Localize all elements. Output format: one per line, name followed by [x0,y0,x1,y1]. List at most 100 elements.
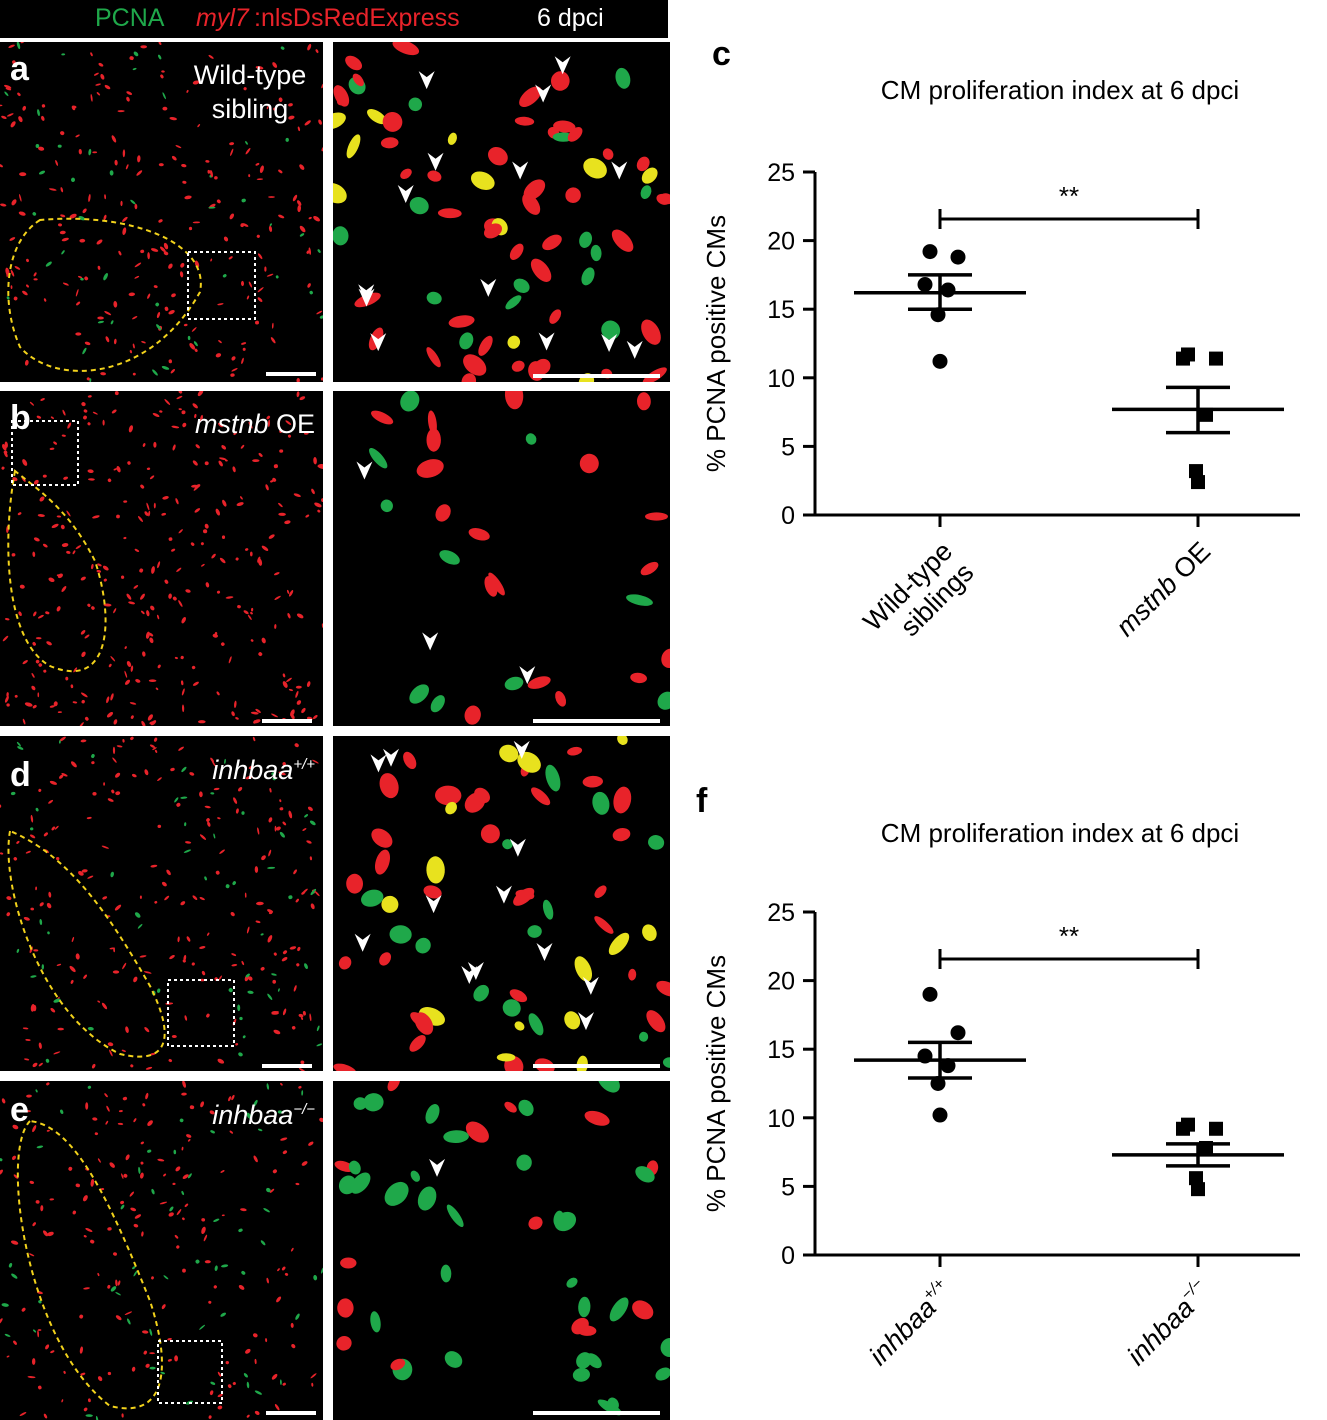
cell-nucleus [95,83,101,86]
cell-nucleus [304,120,311,126]
cell-nucleus [313,1275,318,1281]
cell-nucleus [222,499,227,507]
cell-nucleus [321,146,323,152]
cell-nucleus [24,1109,32,1113]
cell-nucleus [310,888,317,896]
cell-nucleus [183,954,187,962]
cell-nucleus [210,1130,215,1134]
cell-nucleus [122,962,127,970]
cell-nucleus [511,360,525,372]
cell-nucleus [96,239,103,245]
cell-nucleus [0,104,3,107]
cell-nucleus [656,980,670,997]
data-point [1209,351,1223,366]
cell-nucleus [184,1015,188,1021]
cell-nucleus [507,335,521,349]
cell-nucleus [54,825,59,830]
cell-nucleus [35,1200,40,1204]
cell-nucleus [245,775,253,780]
cell-nucleus [321,498,323,502]
cell-nucleus [159,1201,168,1205]
cell-nucleus [240,223,245,228]
cell-nucleus [379,952,392,966]
cell-nucleus [273,1029,281,1035]
y-tick-label: 15 [767,1036,795,1064]
cell-nucleus [567,746,583,756]
cell-nucleus [157,614,160,620]
cell-nucleus [178,408,182,411]
cell-nucleus [183,323,188,327]
cell-nucleus [4,1333,11,1337]
cell-nucleus [235,1043,239,1046]
panel-letter-e: e [10,1091,29,1129]
cell-nucleus [157,664,161,669]
cell-nucleus [37,1329,42,1331]
arrowhead-icon [418,71,435,90]
cell-nucleus [75,332,82,336]
cell-nucleus [10,791,16,796]
cell-nucleus [268,225,273,232]
cell-nucleus [279,807,284,811]
cell-nucleus [241,357,244,365]
cell-nucleus [443,1130,469,1144]
cell-nucleus [104,310,112,316]
cell-nucleus [276,1296,282,1303]
cell-nucleus [4,91,9,97]
cell-nucleus [260,933,264,936]
cell-nucleus [83,409,88,413]
cell-nucleus [194,508,201,513]
cell-nucleus [6,912,11,917]
cell-nucleus [527,676,551,689]
cell-nucleus [84,634,90,639]
cell-nucleus [247,614,252,621]
cell-nucleus [297,204,302,213]
cell-nucleus [464,705,481,725]
zoom-box [167,979,235,1047]
cell-nucleus [88,194,91,202]
cell-nucleus [125,1154,130,1161]
arrowhead-icon [356,461,373,480]
cell-nucleus [308,216,312,220]
cell-nucleus [275,275,279,279]
cell-nucleus [161,365,170,370]
cell-nucleus [206,818,210,822]
cell-nucleus [156,311,161,319]
cell-nucleus [178,529,183,534]
panel-letter-d: d [10,756,31,794]
cell-nucleus [72,1210,77,1215]
cell-nucleus [130,736,134,741]
cell-nucleus [114,904,122,911]
cell-nucleus [30,1004,35,1012]
cell-nucleus [248,976,253,981]
cell-nucleus [333,226,349,246]
cell-nucleus [97,316,104,320]
cell-nucleus [513,278,530,294]
cell-nucleus [174,1355,178,1362]
cell-nucleus [184,1203,189,1208]
cell-nucleus [208,54,214,59]
cell-nucleus [150,605,155,611]
cell-nucleus [78,216,86,221]
scale-bar [262,1064,312,1068]
cell-nucleus [140,45,147,49]
cell-nucleus [140,1161,144,1165]
panel-b-condition-suffix: OE [268,409,315,439]
cell-nucleus [272,62,278,68]
cell-nucleus [6,1355,10,1358]
cell-nucleus [140,1141,144,1145]
cell-nucleus [296,700,302,705]
cell-nucleus [171,425,180,429]
cell-nucleus [266,106,269,110]
arrowhead-icon [577,1012,594,1031]
cell-nucleus [201,563,205,567]
cell-nucleus [195,444,200,449]
cell-nucleus [61,250,65,255]
cell-nucleus [22,290,28,296]
cell-nucleus [102,419,105,426]
cell-nucleus [66,550,71,554]
cell-nucleus [43,832,48,837]
cell-nucleus [514,1021,525,1031]
cell-nucleus [293,985,297,992]
cell-nucleus [62,409,66,416]
cell-nucleus [92,792,97,796]
